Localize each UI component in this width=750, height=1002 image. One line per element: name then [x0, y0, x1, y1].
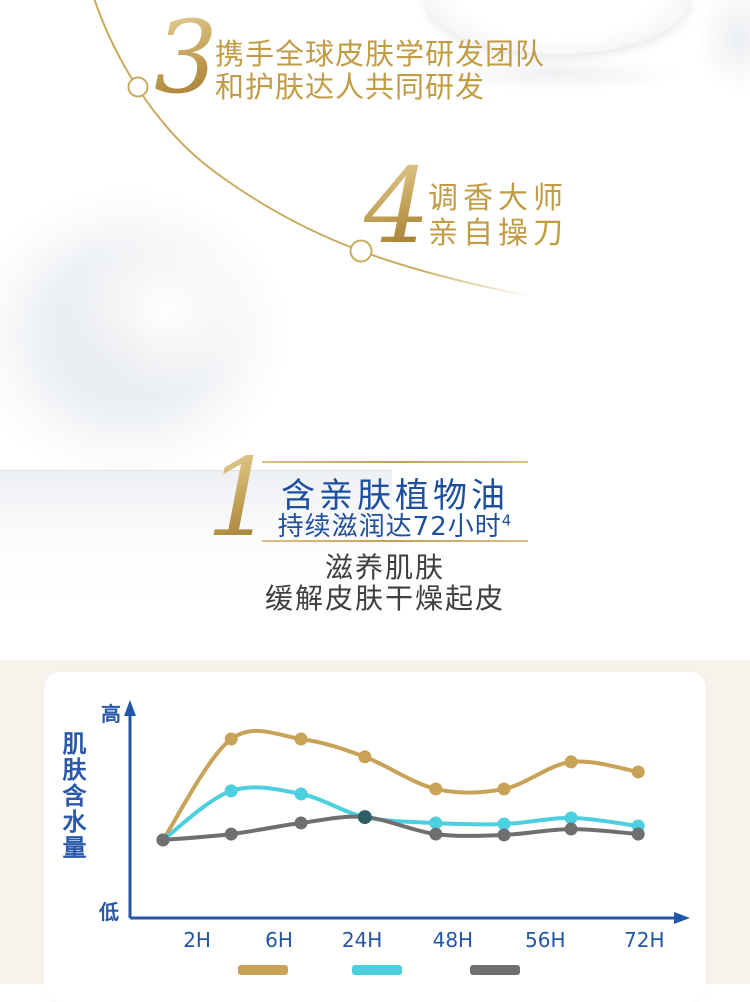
feature-description-line1: 滋养肌肤 — [324, 551, 445, 584]
data-point-moisture-gray — [294, 816, 308, 830]
data-point-moisture-gray — [631, 827, 645, 841]
legend-swatch-gray — [470, 965, 520, 975]
point-4-text: 调香大师 亲自操刀 — [428, 181, 568, 251]
gold-rule-bottom — [262, 540, 528, 542]
x-tick-label: 72H — [624, 928, 665, 952]
data-point-moisture-gray — [156, 833, 170, 847]
feature-subtitle-text: 持续滋润达72小时 — [277, 512, 502, 542]
legend-swatch-gold — [238, 965, 288, 975]
point-3-text: 携手全球皮肤学研发团队 和护肤达人共同研发 — [215, 38, 545, 104]
feature-description: 滋养肌肤 缓解皮肤干燥起皮 — [20, 552, 750, 614]
arc-circle-marker-top — [127, 76, 149, 98]
data-point-moisture-gray — [497, 828, 511, 842]
feature-subtitle: 持续滋润达72小时4 — [258, 506, 532, 543]
x-tick-label: 24H — [342, 928, 383, 952]
x-tick-label: 56H — [525, 928, 566, 952]
chart-panel: 肌肤含水量 高 低 2H 6H 24H 48H 56H 72H — [44, 672, 706, 1002]
x-tick-label: 2H — [183, 928, 211, 952]
feature-description-line2: 缓解皮肤干燥起皮 — [264, 582, 505, 615]
arc-circle-marker-bottom — [349, 239, 373, 263]
y-axis-high-label: 高 — [101, 702, 121, 726]
data-point-moisture-gold — [497, 782, 511, 796]
gold-arc-decoration — [93, 0, 535, 298]
point-4-line2: 亲自操刀 — [428, 216, 568, 251]
point-4-line1: 调香大师 — [428, 181, 568, 216]
data-point-moisture-cyan — [224, 784, 238, 798]
data-point-moisture-gold — [564, 755, 578, 769]
data-point-moisture-gold — [631, 765, 645, 779]
y-axis-arrowhead — [124, 700, 136, 716]
point-3-line2: 和护肤达人共同研发 — [215, 70, 486, 104]
x-tick-label: 6H — [265, 928, 293, 952]
data-point-moisture-cyan — [564, 811, 578, 825]
point-3-line1: 携手全球皮肤学研发团队 — [215, 37, 546, 71]
data-point-moisture-cyan — [497, 817, 511, 831]
cream-swirl-highlight — [30, 195, 300, 425]
point-number-3: 3 — [154, 0, 218, 116]
footnote-superscript: 4 — [501, 511, 513, 530]
x-tick-label: 48H — [433, 928, 474, 952]
data-point-moisture-gray — [564, 822, 578, 836]
data-point-moisture-gold — [429, 782, 443, 796]
y-axis-low-label: 低 — [99, 900, 119, 924]
cream-swirl-edge — [0, 470, 392, 596]
data-point-overlap — [357, 810, 372, 825]
data-point-moisture-gray — [224, 827, 238, 841]
data-point-moisture-cyan — [294, 787, 308, 801]
data-point-moisture-gray — [429, 827, 443, 841]
legend-swatch-cyan — [352, 965, 402, 975]
point-number-1: 1 — [206, 436, 275, 561]
data-point-moisture-cyan — [429, 816, 443, 830]
point-number-4: 4 — [364, 145, 431, 267]
y-axis-title: 肌肤含水量 — [58, 731, 86, 861]
moisture-line-chart: 2H 6H 24H 48H 56H 72H — [124, 700, 690, 952]
feature-title: 含亲肤植物油 — [281, 476, 509, 516]
gold-rule-top — [262, 461, 528, 463]
data-point-moisture-gold — [224, 732, 238, 746]
data-point-moisture-gold — [294, 732, 308, 746]
x-axis-arrowhead — [674, 912, 690, 924]
data-point-moisture-gold — [358, 750, 372, 764]
